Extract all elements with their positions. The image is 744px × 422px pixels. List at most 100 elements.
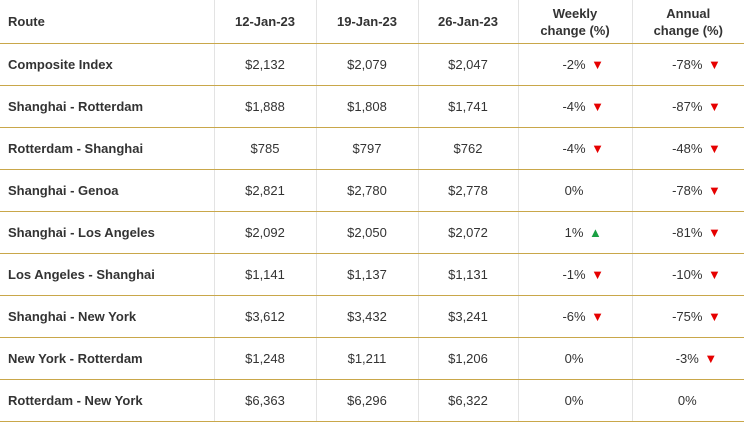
route-cell: Los Angeles - Shanghai bbox=[0, 253, 214, 296]
annual-change-cell: -48% ▼ bbox=[631, 127, 744, 170]
triangle-down-icon: ▼ bbox=[707, 99, 721, 114]
annual-change-cell: -3% ▼ bbox=[631, 337, 744, 380]
price-date-3-cell: $1,741 bbox=[417, 85, 518, 128]
triangle-down-icon: ▼ bbox=[591, 99, 604, 114]
annual-change-value: -3% bbox=[675, 351, 699, 366]
weekly-change-value: 0% bbox=[564, 393, 584, 408]
weekly-change-value: -4% bbox=[562, 99, 586, 114]
annual-change-value: -10% bbox=[672, 267, 703, 282]
header-date-2: 19-Jan-23 bbox=[315, 0, 418, 44]
price-date-3-cell: $6,322 bbox=[417, 379, 518, 422]
route-cell: Shanghai - Genoa bbox=[0, 169, 214, 212]
price-date-2-cell: $1,137 bbox=[315, 253, 418, 296]
price-date-2-cell: $1,808 bbox=[315, 85, 418, 128]
triangle-down-icon: ▼ bbox=[707, 141, 721, 156]
weekly-change-value: -2% bbox=[562, 57, 586, 72]
annual-change-cell: 0% bbox=[631, 379, 744, 422]
price-date-1-cell: $1,888 bbox=[213, 85, 316, 128]
price-date-3-cell: $2,778 bbox=[417, 169, 518, 212]
annual-change-value: -87% bbox=[672, 99, 703, 114]
annual-change-value: -78% bbox=[672, 57, 703, 72]
table-row: Shanghai - Rotterdam $1,888 $1,808 $1,74… bbox=[0, 85, 744, 128]
header-date-3: 26-Jan-23 bbox=[417, 0, 518, 44]
price-date-2-cell: $797 bbox=[315, 127, 418, 170]
weekly-change-value: 1% bbox=[564, 225, 584, 240]
weekly-change-value: 0% bbox=[564, 183, 584, 198]
header-weekly-change: Weekly change (%) bbox=[517, 0, 632, 44]
triangle-down-icon: ▼ bbox=[707, 183, 721, 198]
price-date-3-cell: $2,072 bbox=[417, 211, 518, 254]
header-annual-change: Annual change (%) bbox=[631, 0, 744, 44]
weekly-change-value: 0% bbox=[564, 351, 584, 366]
price-date-3-cell: $1,131 bbox=[417, 253, 518, 296]
weekly-change-cell: 0% bbox=[517, 169, 632, 212]
annual-change-cell: -87% ▼ bbox=[631, 85, 744, 128]
price-date-1-cell: $1,248 bbox=[213, 337, 316, 380]
price-date-2-cell: $2,780 bbox=[315, 169, 418, 212]
triangle-down-icon: ▼ bbox=[591, 267, 604, 282]
price-date-1-cell: $2,821 bbox=[213, 169, 316, 212]
price-date-2-cell: $1,211 bbox=[315, 337, 418, 380]
weekly-change-cell: -2% ▼ bbox=[517, 43, 632, 86]
header-annual-line-1: Annual bbox=[666, 5, 711, 21]
triangle-down-icon: ▼ bbox=[704, 351, 718, 366]
annual-change-cell: -10% ▼ bbox=[631, 253, 744, 296]
price-date-3-cell: $2,047 bbox=[417, 43, 518, 86]
triangle-down-icon: ▼ bbox=[707, 57, 721, 72]
route-cell: Rotterdam - New York bbox=[0, 379, 214, 422]
triangle-up-icon: ▲ bbox=[588, 225, 602, 240]
table-body: Composite Index $2,132 $2,079 $2,047 -2%… bbox=[0, 43, 744, 422]
table-row: Rotterdam - Shanghai $785 $797 $762 -4% … bbox=[0, 127, 744, 170]
price-date-1-cell: $6,363 bbox=[213, 379, 316, 422]
route-cell: Shanghai - New York bbox=[0, 295, 214, 338]
triangle-down-icon: ▼ bbox=[591, 309, 604, 324]
price-date-1-cell: $785 bbox=[213, 127, 316, 170]
annual-change-cell: -78% ▼ bbox=[631, 169, 744, 212]
price-date-2-cell: $3,432 bbox=[315, 295, 418, 338]
price-date-3-cell: $1,206 bbox=[417, 337, 518, 380]
route-cell: New York - Rotterdam bbox=[0, 337, 214, 380]
table-row: Composite Index $2,132 $2,079 $2,047 -2%… bbox=[0, 43, 744, 86]
price-date-3-cell: $762 bbox=[417, 127, 518, 170]
annual-change-value: 0% bbox=[677, 393, 697, 408]
table-row: Rotterdam - New York $6,363 $6,296 $6,32… bbox=[0, 379, 744, 422]
weekly-change-value: -6% bbox=[562, 309, 586, 324]
route-cell: Shanghai - Rotterdam bbox=[0, 85, 214, 128]
table-row: Shanghai - New York $3,612 $3,432 $3,241… bbox=[0, 295, 744, 338]
price-date-1-cell: $3,612 bbox=[213, 295, 316, 338]
price-date-2-cell: $2,050 bbox=[315, 211, 418, 254]
header-route: Route bbox=[0, 0, 214, 44]
weekly-change-cell: -4% ▼ bbox=[517, 85, 632, 128]
annual-change-cell: -75% ▼ bbox=[631, 295, 744, 338]
weekly-change-cell: -6% ▼ bbox=[517, 295, 632, 338]
header-row: Route 12-Jan-23 19-Jan-23 26-Jan-23 Week… bbox=[0, 0, 744, 44]
route-cell: Shanghai - Los Angeles bbox=[0, 211, 214, 254]
price-date-1-cell: $1,141 bbox=[213, 253, 316, 296]
annual-change-cell: -81% ▼ bbox=[631, 211, 744, 254]
route-cell: Rotterdam - Shanghai bbox=[0, 127, 214, 170]
annual-change-value: -78% bbox=[672, 183, 703, 198]
weekly-change-value: -1% bbox=[562, 267, 586, 282]
annual-change-value: -81% bbox=[672, 225, 703, 240]
table-row: Los Angeles - Shanghai $1,141 $1,137 $1,… bbox=[0, 253, 744, 296]
price-date-2-cell: $6,296 bbox=[315, 379, 418, 422]
header-date-1: 12-Jan-23 bbox=[213, 0, 316, 44]
annual-change-cell: -78% ▼ bbox=[631, 43, 744, 86]
weekly-change-cell: -4% ▼ bbox=[517, 127, 632, 170]
triangle-down-icon: ▼ bbox=[707, 309, 721, 324]
triangle-down-icon: ▼ bbox=[591, 57, 604, 72]
header-weekly-line-1: Weekly bbox=[552, 5, 598, 21]
header-annual-line-2: change (%) bbox=[653, 22, 723, 38]
triangle-down-icon: ▼ bbox=[707, 225, 721, 240]
price-date-2-cell: $2,079 bbox=[315, 43, 418, 86]
weekly-change-value: -4% bbox=[562, 141, 586, 156]
triangle-down-icon: ▼ bbox=[591, 141, 604, 156]
price-date-1-cell: $2,092 bbox=[213, 211, 316, 254]
annual-change-value: -75% bbox=[672, 309, 703, 324]
header-weekly-line-2: change (%) bbox=[540, 22, 610, 38]
table-row: Shanghai - Genoa $2,821 $2,780 $2,778 0%… bbox=[0, 169, 744, 212]
table-row: Shanghai - Los Angeles $2,092 $2,050 $2,… bbox=[0, 211, 744, 254]
weekly-change-cell: 0% bbox=[517, 337, 632, 380]
route-cell: Composite Index bbox=[0, 43, 214, 86]
